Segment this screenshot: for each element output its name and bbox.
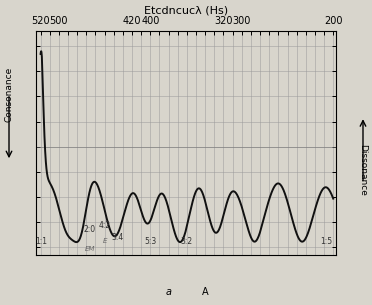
X-axis label: Etcdncucλ (Hs): Etcdncucλ (Hs) bbox=[144, 5, 228, 16]
Text: A: A bbox=[202, 288, 209, 297]
Text: EM: EM bbox=[85, 246, 95, 252]
Text: 5:3: 5:3 bbox=[144, 237, 157, 246]
Text: 2:0: 2:0 bbox=[84, 225, 96, 234]
Text: E: E bbox=[102, 238, 107, 244]
Text: a: a bbox=[166, 288, 171, 297]
Text: Consonance: Consonance bbox=[4, 66, 13, 121]
Text: 1:1: 1:1 bbox=[35, 237, 48, 246]
Text: 3:2: 3:2 bbox=[181, 237, 193, 246]
Text: 1:5: 1:5 bbox=[320, 237, 332, 246]
Text: 4:2: 4:2 bbox=[99, 221, 110, 230]
Text: 3:4: 3:4 bbox=[111, 233, 124, 242]
Text: Dissonance: Dissonance bbox=[359, 144, 368, 196]
